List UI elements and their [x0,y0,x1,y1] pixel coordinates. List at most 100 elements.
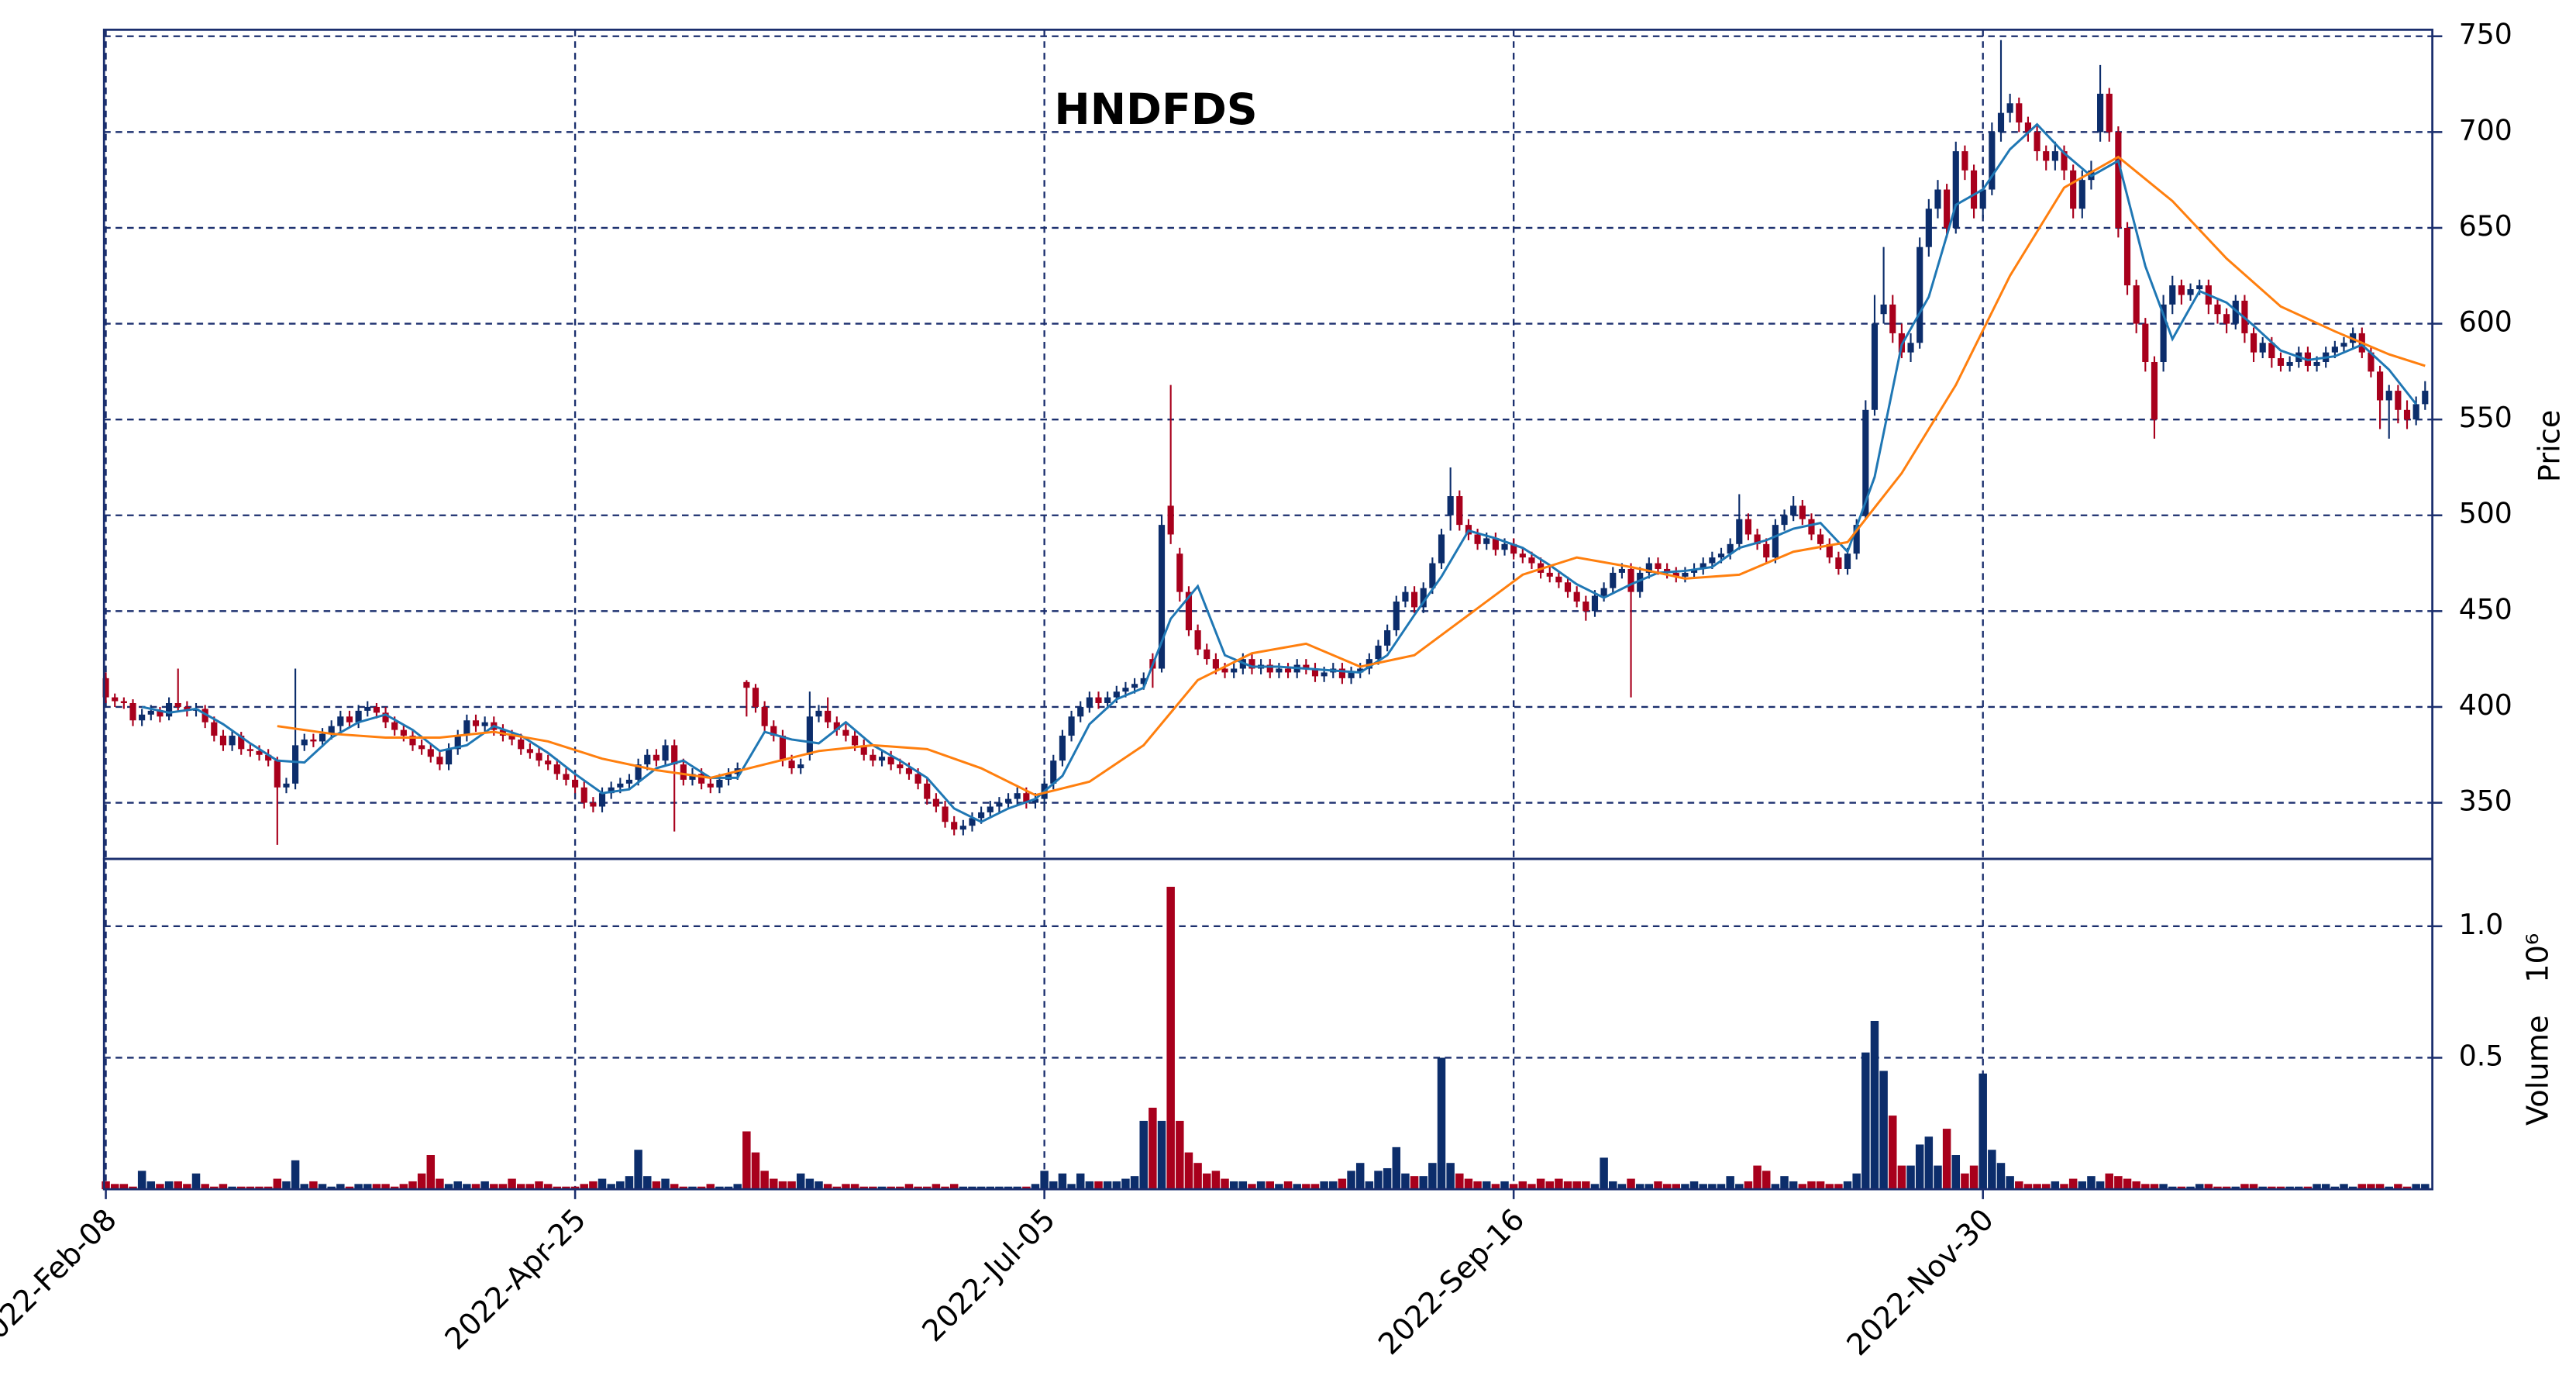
volume-bar [156,1184,164,1190]
volume-bar [598,1178,607,1190]
volume-bar [1978,1073,1987,1190]
volume-bar [1861,1052,1870,1190]
volume-bar [1906,1165,1915,1190]
candle-body [1050,760,1057,784]
candle-body [788,760,795,769]
volume-bar [1563,1181,1572,1190]
volume-bar [363,1184,372,1190]
candle-body [563,774,570,780]
candle-body [2214,304,2221,315]
volume-bar [453,1181,462,1190]
candle-body [1709,557,1716,564]
grid-layer [104,29,2433,1190]
candle-body [292,745,299,784]
candle-body [1880,304,1887,315]
candle-body [924,783,931,799]
candle-body [825,710,832,722]
volume-bar [1717,1184,1726,1190]
volume-bar [1934,1165,1942,1190]
candle-body [1817,534,1824,544]
volume-bar [896,1186,904,1190]
y-axis-label: Price [2533,410,2567,483]
volume-bar [1780,1176,1789,1190]
axes-layer [102,28,2443,1199]
volume-bar [1004,1186,1013,1190]
candle-body [436,757,443,765]
candle-body [1961,151,1968,171]
volume-bar [1500,1181,1509,1190]
volume-bar [652,1181,661,1190]
volume-bar [1753,1165,1762,1190]
volume-bar [1049,1181,1058,1190]
candle-body [1167,505,1174,535]
volume-bar [1302,1184,1310,1190]
volume-bar [119,1184,129,1190]
volume-bar [625,1176,634,1190]
candle-body [1122,688,1129,692]
volume-bar [2195,1184,2204,1190]
candle-body [761,706,768,726]
volume-bar [2340,1184,2348,1190]
candle-body [743,681,750,688]
candle-body [1276,668,1283,673]
candle-body [1772,525,1779,558]
volume-bar [661,1178,670,1190]
volume-bar [553,1186,562,1190]
volume-bar [372,1184,381,1190]
volume-bar [508,1178,516,1190]
candle-body [472,720,480,726]
candle-body [2340,343,2347,347]
candle-body [1357,668,1364,673]
volume-bar [1283,1181,1293,1190]
volume-bar [1996,1163,2006,1190]
candle-body [1664,568,1671,573]
candle-body [1338,668,1345,678]
volume-bar [1130,1176,1139,1190]
volume-bar [1834,1184,1843,1190]
volume-bar [1022,1186,1031,1190]
candle-body [508,736,515,740]
candle-body [2142,323,2149,362]
candle-body [2277,358,2285,366]
volume-bar [1428,1163,1437,1190]
volume-bar [1735,1184,1744,1190]
candle-body [283,783,290,788]
volume-bar [1843,1181,1852,1190]
candle-body [400,729,407,736]
candle-body [139,714,146,721]
volume-bar [102,1181,110,1190]
candle-body [102,678,109,698]
volume-bar [1545,1181,1554,1190]
candle-body [1853,525,1860,554]
y-tick-label: 550 [2459,401,2512,434]
volume-bar [1455,1173,1464,1190]
volume-bar [670,1184,679,1190]
volume-bar [1527,1184,1536,1190]
volume-bar [607,1184,615,1190]
volume-bar [191,1173,201,1190]
candle-body [1095,697,1102,704]
volume-bar [1627,1178,1635,1190]
volume-bar [318,1184,327,1190]
volume-bar [742,1131,751,1190]
volume-bar [201,1184,209,1190]
volume-bar [1798,1184,1807,1190]
volume-bar [2285,1186,2294,1190]
candle-body [1348,672,1355,678]
candle-body [572,779,579,788]
candle-body [1826,543,1833,558]
candle-body [1104,697,1111,704]
y-tick-label: 450 [2459,592,2512,626]
candle-body [1068,716,1075,736]
volume-bar [354,1184,363,1190]
candle-body [2078,180,2085,209]
candle-body [553,764,560,774]
candle-body [2133,285,2140,324]
volume-bar [246,1186,255,1190]
volume-bar [137,1171,146,1190]
candle-body [518,739,525,750]
volume-bar [381,1184,390,1190]
candle-body [1952,151,1959,228]
candle-body [1889,304,1896,333]
candle-body [346,716,353,722]
